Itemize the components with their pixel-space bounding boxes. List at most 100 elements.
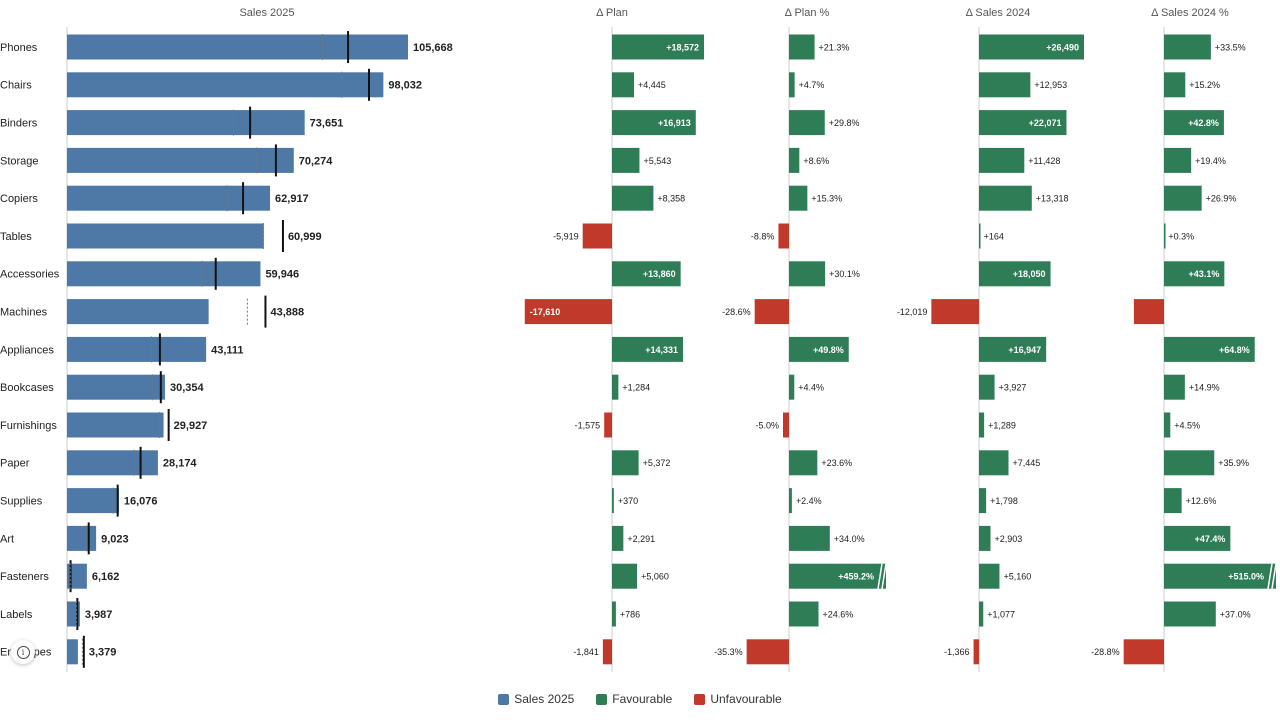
delta-plan-pct-bar[interactable] [778,223,789,249]
delta-plan-pct-bar[interactable] [789,525,830,551]
sales-bar[interactable] [67,34,408,60]
sales-bar[interactable] [67,223,264,249]
delta-sales-2024-pct-bar[interactable] [1164,374,1185,400]
delta-plan-pct-bar[interactable] [789,185,808,211]
delta-plan-value-label: +1,284 [622,383,650,393]
sales-bar[interactable] [67,525,97,551]
delta-sales-2024-pct-bar[interactable] [1133,299,1164,325]
delta-sales-2024-bar[interactable] [979,261,1051,287]
sales-bar[interactable] [67,185,271,211]
delta-plan-pct-bar[interactable] [789,488,792,514]
sales-bar[interactable] [67,261,261,287]
delta-sales-2024-pct-bar[interactable] [1164,601,1216,627]
delta-plan-pct-bar[interactable] [746,639,789,665]
delta-sales-2024-pct-bar[interactable] [1164,261,1225,287]
delta-plan-bar[interactable] [602,639,612,665]
delta-plan-pct-value-label: +4.4% [798,383,824,393]
delta-plan-pct-bar[interactable] [754,299,789,325]
delta-plan-bar[interactable] [612,563,638,589]
delta-sales-2024-bar[interactable] [979,563,1000,589]
delta-plan-bar[interactable] [582,223,612,249]
sales-bar[interactable] [67,147,294,173]
legend-item-sales[interactable]: Sales 2025 [498,692,574,706]
delta-plan-bar[interactable] [604,412,612,438]
delta-plan-bar[interactable] [612,450,639,476]
delta-sales-2024-pct-bar[interactable] [1164,110,1224,136]
delta-sales-2024-pct-break-mark [1271,563,1277,589]
delta-plan-pct-bar[interactable] [789,450,818,476]
sales-bar[interactable] [67,110,305,136]
delta-sales-2024-pct-bar[interactable] [1164,563,1276,589]
legend-item-favourable[interactable]: Favourable [596,692,672,706]
delta-plan-bar[interactable] [612,185,654,211]
sales-bar[interactable] [67,374,165,400]
delta-plan-pct-bar[interactable] [789,336,849,362]
sales-value-label: 59,946 [265,269,299,281]
delta-sales-2024-bar[interactable] [979,223,981,249]
delta-plan-bar[interactable] [612,147,640,173]
delta-sales-2024-pct-bar[interactable] [1164,336,1255,362]
sales-bar[interactable] [67,450,158,476]
delta-sales-2024-bar[interactable] [979,110,1067,136]
delta-plan-pct-bar[interactable] [789,147,800,173]
delta-sales-2024-bar[interactable] [979,525,991,551]
delta-sales-2024-pct-bar[interactable] [1164,72,1186,98]
sales-bar[interactable] [67,299,209,325]
delta-sales-2024-pct-bar[interactable] [1164,185,1202,211]
delta-sales-2024-bar[interactable] [979,72,1031,98]
delta-plan-pct-bar[interactable] [789,261,826,287]
legend-swatch-favourable [596,693,608,705]
delta-plan-bar[interactable] [612,488,614,514]
delta-plan-pct-bar[interactable] [789,72,795,98]
delta-plan-pct-bar[interactable] [789,601,819,627]
delta-plan-pct-bar[interactable] [789,34,815,60]
delta-plan-value-label: -5,919 [553,231,579,241]
info-button[interactable]: i [11,640,35,664]
delta-sales-2024-pct-bar[interactable] [1164,525,1231,551]
delta-sales-2024-pct-bar[interactable] [1164,450,1215,476]
delta-sales-2024-bar[interactable] [979,34,1084,60]
delta-sales-2024-bar[interactable] [979,185,1032,211]
delta-plan-bar[interactable] [612,525,624,551]
delta-plan-pct-bar[interactable] [789,563,886,589]
sales-bar[interactable] [67,412,164,438]
delta-plan-bar[interactable] [524,299,612,325]
sales-bar[interactable] [67,336,207,362]
delta-plan-bar[interactable] [612,601,616,627]
delta-sales-2024-bar[interactable] [931,299,979,325]
delta-sales-2024-pct-bar[interactable] [1164,147,1192,173]
delta-sales-2024-pct-bar[interactable] [1164,34,1211,60]
delta-plan-bar[interactable] [612,261,681,287]
delta-sales-2024-bar[interactable] [979,450,1009,476]
delta-sales-2024-bar[interactable] [979,412,985,438]
sales-value-label: 62,917 [275,193,309,205]
delta-sales-2024-pct-bar[interactable] [1164,412,1171,438]
sales-bar[interactable] [67,639,78,665]
legend-item-unfavourable[interactable]: Unfavourable [694,692,782,706]
delta-plan-bar[interactable] [612,34,704,60]
sales-bar[interactable] [67,488,119,514]
sales-bar[interactable] [67,72,384,98]
sales-bar[interactable] [67,563,87,589]
delta-sales-2024-bar[interactable] [979,147,1025,173]
delta-plan-value-label: +16,913 [658,118,691,128]
delta-plan-value-label: +786 [620,609,640,619]
delta-plan-bar[interactable] [612,72,635,98]
delta-sales-2024-pct-header: Δ Sales 2024 % [1151,7,1229,19]
delta-sales-2024-bar[interactable] [979,488,987,514]
delta-sales-2024-pct-bar[interactable] [1123,639,1164,665]
delta-plan-bar[interactable] [612,374,619,400]
delta-plan-pct-bar[interactable] [783,412,789,438]
category-label: Accessories [0,269,60,281]
delta-plan-pct-bar[interactable] [789,110,825,136]
delta-sales-2024-bar[interactable] [979,601,984,627]
delta-plan-pct-bar[interactable] [789,374,795,400]
delta-sales-2024-bar[interactable] [979,336,1047,362]
delta-sales-2024-pct-bar[interactable] [1164,488,1182,514]
delta-plan-value-label: +13,860 [643,269,676,279]
delta-plan-bar[interactable] [612,110,696,136]
delta-sales-2024-bar[interactable] [979,374,995,400]
delta-sales-2024-bar[interactable] [973,639,979,665]
delta-plan-bar[interactable] [612,336,683,362]
delta-sales-2024-pct-bar[interactable] [1164,223,1166,249]
